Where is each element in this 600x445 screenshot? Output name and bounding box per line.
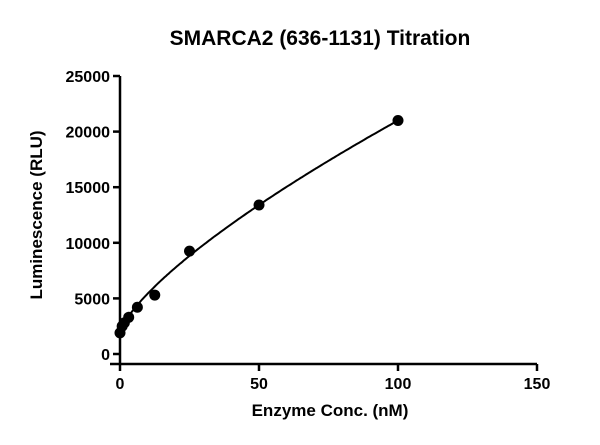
x-tick-label: 150 [524,376,551,393]
data-point [149,289,161,301]
data-point [253,199,265,211]
x-tick-label: 100 [385,376,412,393]
data-point [392,114,404,126]
y-axis-label: Luminescence (RLU) [27,130,46,299]
data-point [131,301,143,313]
data-point [184,245,195,257]
y-tick-label: 0 [101,347,110,364]
x-axis-label: Enzyme Conc. (nM) [252,401,409,420]
y-tick-label: 15000 [66,180,111,197]
y-tick-label: 5000 [74,291,110,308]
data-point [123,311,135,323]
x-tick-label: 0 [116,376,125,393]
fit-curve [119,119,399,334]
chart-title: SMARCA2 (636-1131) Titration [170,27,471,50]
y-tick-label: 20000 [66,125,111,142]
y-tick-label: 10000 [66,236,111,253]
x-tick-label: 50 [250,376,268,393]
y-tick-label: 25000 [66,69,111,86]
